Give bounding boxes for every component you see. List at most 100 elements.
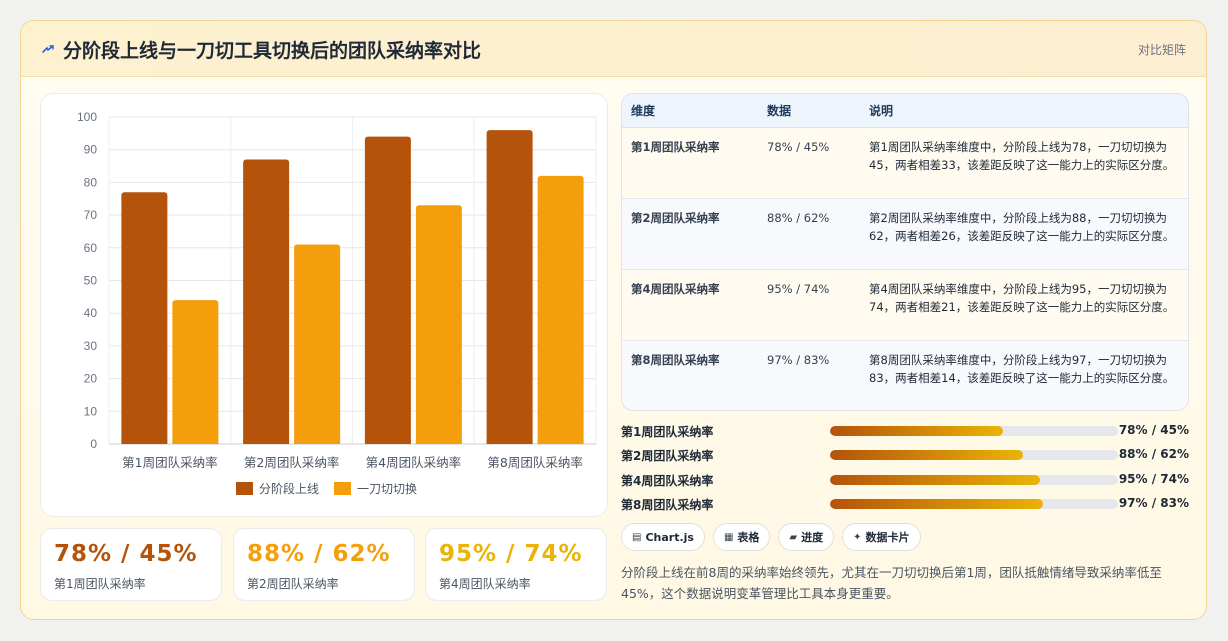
table-icon: ▦ bbox=[723, 531, 734, 543]
card-header: 分阶段上线与一刀切工具切换后的团队采纳率对比 对比矩阵 bbox=[21, 21, 1206, 77]
table-row: 第4周团队采纳率 95% / 74% 第4周团队采纳率维度中，分阶段上线为95，… bbox=[622, 269, 1188, 340]
table-header-row: 维度 数据 说明 bbox=[622, 94, 1188, 128]
y-tick-label: 30 bbox=[84, 339, 98, 353]
tag-label: 进度 bbox=[801, 531, 824, 544]
cell-note: 第1周团队采纳率维度中，分阶段上线为78，一刀切切换为45，两者相差33，该差距… bbox=[869, 139, 1175, 172]
tag-label: 数据卡片 bbox=[865, 531, 910, 544]
lightning-icon bbox=[42, 45, 54, 53]
cell-note: 第2周团队采纳率维度中，分阶段上线为88，一刀切切换为62，两者相差26，该差距… bbox=[869, 210, 1175, 243]
y-tick-label: 20 bbox=[84, 372, 98, 386]
tag-list: ▤ Chart.js ▦ 表格 ▰ 进度 ✦ 数据卡片 bbox=[621, 523, 921, 551]
comparison-table: 维度 数据 说明 第1周团队采纳率 78% / 45% 第1周团队采纳率维度中，… bbox=[622, 94, 1188, 410]
bar-base bbox=[121, 440, 168, 444]
progress-value: 88% / 62% bbox=[1118, 447, 1189, 461]
bar bbox=[243, 159, 290, 444]
cell-dimension: 第4周团队采纳率 bbox=[631, 281, 720, 296]
tag-chartjs[interactable]: ▤ Chart.js bbox=[621, 523, 705, 551]
tag-table[interactable]: ▦ 表格 bbox=[712, 523, 771, 551]
column-header-dimension: 维度 bbox=[622, 94, 758, 128]
kpi-value: 88% / 62% bbox=[247, 541, 391, 567]
x-tick-label: 第2周团队采纳率 bbox=[244, 455, 339, 470]
progress-label: 第4周团队采纳率 bbox=[621, 474, 714, 488]
tag-progress[interactable]: ▰ 进度 bbox=[778, 523, 835, 551]
progress-fill bbox=[830, 499, 1044, 509]
kpi-label: 第4周团队采纳率 bbox=[439, 577, 531, 591]
table-row: 第2周团队采纳率 88% / 62% 第2周团队采纳率维度中，分阶段上线为88，… bbox=[622, 198, 1188, 269]
column-header-note: 说明 bbox=[860, 94, 1188, 128]
table-row: 第8周团队采纳率 97% / 83% 第8周团队采纳率维度中，分阶段上线为97，… bbox=[622, 340, 1188, 410]
legend-swatch bbox=[236, 482, 253, 495]
y-tick-label: 0 bbox=[90, 437, 97, 451]
progress-fill bbox=[830, 450, 1023, 460]
progress-track bbox=[830, 499, 1118, 509]
progress-fill bbox=[830, 426, 1003, 436]
progress-label: 第1周团队采纳率 bbox=[621, 425, 714, 439]
progress-value: 97% / 83% bbox=[1118, 496, 1189, 510]
progress-fill bbox=[830, 475, 1041, 485]
comparison-table-wrap: 维度 数据 说明 第1周团队采纳率 78% / 45% 第1周团队采纳率维度中，… bbox=[621, 93, 1189, 411]
x-tick-label: 第1周团队采纳率 bbox=[122, 455, 217, 470]
cell-data: 97% / 83% bbox=[767, 352, 830, 367]
bar-chart: 0 10 20 30 40 50 60 70 80 90 100 第1周团队采纳率 第2周团队采纳率 第4… bbox=[77, 110, 597, 496]
kpi-card-week4: 95% / 74% 第4周团队采纳率 bbox=[425, 528, 607, 601]
tag-data-card[interactable]: ✦ 数据卡片 bbox=[842, 523, 921, 551]
summary-text: 分阶段上线在前8周的采纳率始终领先，尤其在一刀切切换后第1周，团队抵触情绪导致采… bbox=[621, 565, 1162, 601]
y-tick-label: 50 bbox=[84, 274, 98, 288]
kpi-value: 95% / 74% bbox=[439, 541, 583, 567]
cell-dimension: 第1周团队采纳率 bbox=[631, 139, 720, 154]
y-tick-label: 40 bbox=[84, 306, 98, 320]
kpi-value: 78% / 45% bbox=[54, 541, 198, 567]
cell-dimension: 第8周团队采纳率 bbox=[631, 352, 720, 367]
sparkle-icon: ✦ bbox=[853, 531, 862, 543]
tag-label: 表格 bbox=[737, 531, 760, 544]
column-header-data: 数据 bbox=[758, 94, 860, 128]
bar-base bbox=[364, 440, 411, 444]
y-tick-label: 60 bbox=[84, 241, 98, 255]
cell-note: 第4周团队采纳率维度中，分阶段上线为95，一刀切切换为74，两者相差21，该差距… bbox=[869, 281, 1175, 314]
x-tick-label: 第4周团队采纳率 bbox=[366, 455, 461, 470]
bar-base bbox=[415, 440, 462, 444]
y-tick-label: 90 bbox=[84, 143, 98, 157]
bar-base bbox=[486, 440, 533, 444]
progress-value: 95% / 74% bbox=[1118, 472, 1189, 486]
progress-row-week1: 第1周团队采纳率 78% / 45% bbox=[621, 421, 1189, 441]
progress-label: 第8周团队采纳率 bbox=[621, 498, 714, 512]
bar-base bbox=[243, 440, 290, 444]
tag-label: Chart.js bbox=[645, 530, 694, 544]
bar bbox=[294, 244, 341, 444]
kpi-label: 第2周团队采纳率 bbox=[247, 577, 339, 591]
progress-track bbox=[830, 450, 1118, 460]
x-tick-label: 第8周团队采纳率 bbox=[487, 455, 582, 470]
cell-data: 88% / 62% bbox=[767, 210, 830, 225]
progress-value: 78% / 45% bbox=[1118, 423, 1189, 437]
kpi-label: 第1周团队采纳率 bbox=[54, 577, 146, 591]
bar bbox=[364, 136, 411, 444]
cell-data: 95% / 74% bbox=[767, 281, 830, 296]
legend-label: 一刀切切换 bbox=[357, 482, 417, 496]
y-tick-label: 80 bbox=[84, 175, 98, 189]
progress-row-week8: 第8周团队采纳率 97% / 83% bbox=[621, 494, 1189, 514]
bar bbox=[172, 300, 219, 444]
legend-label: 分阶段上线 bbox=[259, 481, 319, 496]
bar-base bbox=[537, 440, 584, 444]
bar bbox=[486, 130, 533, 444]
header-badge: 对比矩阵 bbox=[1137, 43, 1186, 57]
chart-icon: ▤ bbox=[632, 531, 642, 543]
bar-chart-panel: 0 10 20 30 40 50 60 70 80 90 100 第1周团队采纳率 第2周团队采纳率 第4… bbox=[40, 93, 608, 517]
bar bbox=[415, 205, 462, 444]
y-tick-label: 100 bbox=[77, 110, 97, 124]
legend-swatch bbox=[334, 482, 351, 495]
progress-row-week4: 第4周团队采纳率 95% / 74% bbox=[621, 470, 1189, 490]
cell-data: 78% / 45% bbox=[767, 139, 830, 154]
cell-note: 第8周团队采纳率维度中，分阶段上线为97，一刀切切换为83，两者相差14，该差距… bbox=[869, 352, 1175, 385]
progress-row-week2: 第2周团队采纳率 88% / 62% bbox=[621, 445, 1189, 465]
page-title: 分阶段上线与一刀切工具切换后的团队采纳率对比 bbox=[63, 40, 482, 62]
bar bbox=[121, 192, 168, 444]
y-tick-label: 10 bbox=[84, 404, 98, 418]
progress-track bbox=[830, 426, 1118, 436]
kpi-card-week2: 88% / 62% 第2周团队采纳率 bbox=[233, 528, 415, 601]
y-tick-label: 70 bbox=[84, 208, 98, 222]
bar-base bbox=[172, 440, 219, 444]
table-row: 第1周团队采纳率 78% / 45% 第1周团队采纳率维度中，分阶段上线为78，… bbox=[622, 127, 1188, 198]
progress-track bbox=[830, 475, 1118, 485]
